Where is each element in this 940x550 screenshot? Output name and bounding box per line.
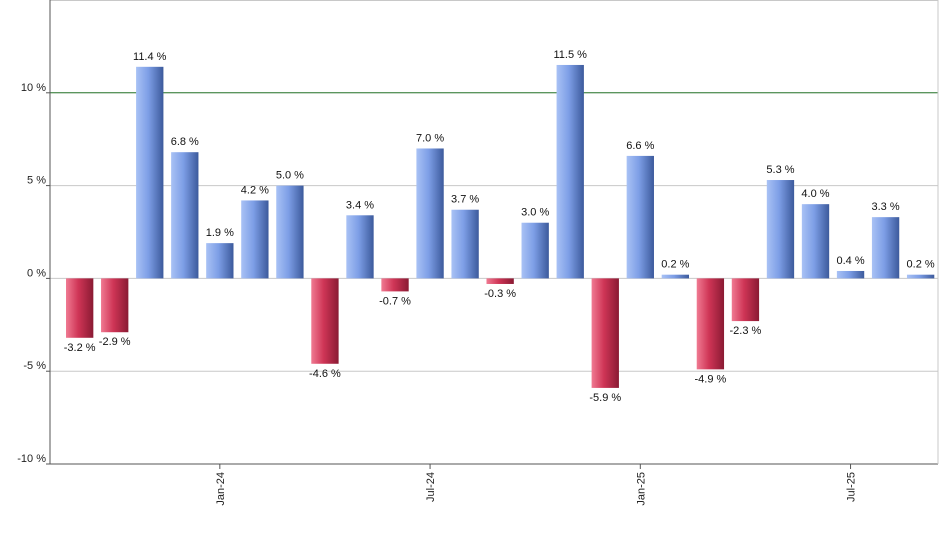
data-label-23: 3.3 % <box>872 201 900 213</box>
data-label-2: 11.4 % <box>133 51 167 63</box>
data-label-16: 6.6 % <box>626 140 654 152</box>
bar-0 <box>66 278 94 338</box>
bar-12 <box>486 278 514 284</box>
x-axis-ticks: Jan-24 Jul-24 Jan-25 Jul-25 <box>215 464 858 506</box>
data-label-19: -2.3 % <box>730 325 762 337</box>
bar-14 <box>556 64 584 279</box>
bar-10 <box>416 148 444 279</box>
axes <box>49 0 939 465</box>
y-tick-label-3: 5 % <box>27 175 46 187</box>
bar-22 <box>836 270 865 279</box>
data-label-3: 6.8 % <box>171 136 199 148</box>
data-label-6: 5.0 % <box>276 170 304 182</box>
data-label-18: -4.9 % <box>694 373 726 385</box>
y-tick-label-4: 10 % <box>21 82 46 94</box>
y-tick-label-0: -10 % <box>17 453 46 465</box>
x-tick-label-2: Jan-25 <box>635 472 647 506</box>
data-label-22: 0.4 % <box>836 255 864 267</box>
bar-8 <box>346 215 374 279</box>
data-label-5: 4.2 % <box>241 184 269 196</box>
bar-4 <box>206 243 234 279</box>
x-tick-label-1: Jul-24 <box>425 472 437 502</box>
bar-5 <box>241 200 269 279</box>
data-label-13: 3.0 % <box>521 207 549 219</box>
data-label-4: 1.9 % <box>206 227 234 239</box>
data-label-7: -4.6 % <box>309 368 341 380</box>
bar-19 <box>731 278 760 322</box>
bar-18 <box>696 278 725 370</box>
bar-2 <box>136 66 164 279</box>
bar-17 <box>661 274 690 279</box>
data-label-11: 3.7 % <box>451 194 479 206</box>
bars <box>66 64 935 388</box>
y-axis-ticks: -10 % -5 % 0 % 5 % 10 % <box>17 82 50 465</box>
data-label-21: 4.0 % <box>801 188 829 200</box>
data-label-17: 0.2 % <box>661 259 689 271</box>
bar-23 <box>871 217 900 279</box>
data-label-20: 5.3 % <box>766 164 794 176</box>
data-label-0: -3.2 % <box>64 342 96 354</box>
bar-16 <box>626 155 654 279</box>
x-tick-label-0: Jan-24 <box>215 472 227 506</box>
bar-20 <box>766 180 795 279</box>
data-label-10: 7.0 % <box>416 132 444 144</box>
bar-13 <box>521 222 549 279</box>
bar-15 <box>591 278 619 388</box>
bar-7 <box>311 278 339 364</box>
bar-11 <box>451 209 479 279</box>
bar-21 <box>801 204 830 279</box>
bar-9 <box>381 278 409 292</box>
bar-24 <box>906 274 935 279</box>
data-labels: -3.2 % -2.9 % 11.4 % 6.8 % 1.9 % 4.2 % 5.0 % -4… <box>64 49 935 404</box>
data-label-14: 11.5 % <box>554 49 588 61</box>
data-label-1: -2.9 % <box>99 336 131 348</box>
bar-6 <box>276 185 304 279</box>
y-tick-label-2: 0 % <box>27 267 46 279</box>
y-tick-label-1: -5 % <box>23 360 46 372</box>
data-label-24: 0.2 % <box>907 259 935 271</box>
x-tick-label-3: Jul-25 <box>846 472 858 502</box>
data-label-8: 3.4 % <box>346 199 374 211</box>
bar-1 <box>101 278 129 333</box>
data-label-15: -5.9 % <box>589 392 621 404</box>
data-label-9: -0.7 % <box>379 295 411 307</box>
bar-3 <box>171 152 199 279</box>
data-label-12: -0.3 % <box>484 288 516 300</box>
